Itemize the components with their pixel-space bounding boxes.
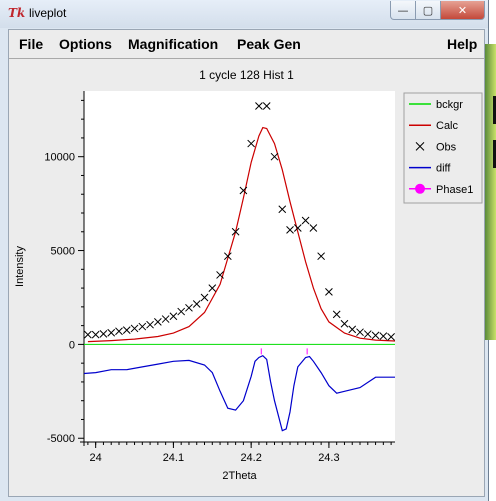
obs-point — [317, 252, 325, 261]
background-window-edge — [485, 44, 496, 340]
obs-point — [216, 271, 224, 279]
obs-point — [325, 287, 333, 296]
close-icon: ✕ — [457, 3, 468, 17]
obs-point — [115, 327, 123, 336]
minimize-icon: — — [397, 3, 409, 17]
obs-point — [262, 102, 271, 110]
obs-point — [348, 325, 357, 334]
obs-point — [270, 152, 279, 161]
obs-point — [379, 332, 388, 340]
menu-options[interactable]: Options — [59, 36, 112, 52]
y-tick-label: 10000 — [44, 152, 75, 164]
obs-point — [371, 331, 380, 340]
background-window-block — [493, 96, 496, 124]
obs-point — [255, 102, 263, 110]
menu-file[interactable]: File — [19, 36, 44, 52]
menu-bar: File Options Magnification Peak Gen Help — [9, 30, 484, 59]
tk-logo-icon: Tk — [8, 6, 26, 20]
legend-swatch-marker — [415, 183, 425, 194]
x-axis-label: 2Theta — [222, 470, 257, 482]
obs-point — [356, 328, 364, 337]
maximize-button[interactable]: ▢ — [415, 1, 441, 20]
obs-point — [122, 326, 131, 334]
obs-point — [169, 312, 178, 321]
y-tick-label: -5000 — [47, 433, 75, 445]
obs-point — [301, 216, 310, 225]
obs-point — [177, 307, 186, 316]
obs-point — [208, 284, 217, 292]
obs-point — [146, 320, 154, 329]
chart[interactable]: -5000 0 5000 10000 24 24.1 24.2 24.3 2Theta Int… — [9, 60, 484, 496]
legend-box — [403, 92, 483, 204]
legend-label: bckgr — [436, 99, 463, 111]
legend-label: Calc — [436, 120, 459, 132]
obs-series — [84, 102, 395, 341]
legend-label: Phase1 — [436, 184, 473, 196]
legend-label: Obs — [436, 141, 457, 153]
obs-point — [200, 293, 209, 302]
obs-point — [293, 224, 302, 232]
minimize-button[interactable]: — — [390, 1, 416, 20]
obs-point — [363, 330, 372, 338]
legend-swatch — [415, 142, 425, 151]
obs-point — [309, 224, 318, 232]
obs-point — [138, 322, 147, 331]
background-window-block — [493, 140, 496, 168]
menu-peak-gen[interactable]: Peak Gen — [237, 36, 301, 52]
y-tick-label: 5000 — [51, 246, 75, 258]
obs-point — [107, 328, 116, 337]
y-tick-label: 0 — [69, 339, 75, 351]
calc-line — [87, 126, 396, 343]
obs-point — [387, 333, 395, 341]
phase1-series — [260, 348, 308, 355]
calc-series — [87, 126, 396, 343]
obs-point — [130, 324, 139, 333]
chart-title: 1 cycle 128 Hist 1 — [199, 68, 294, 82]
menu-magnification[interactable]: Magnification — [128, 36, 219, 52]
menu-help[interactable]: Help — [447, 36, 478, 52]
obs-point — [161, 315, 170, 323]
x-tick-label: 24 — [90, 452, 102, 464]
diff-line — [83, 354, 395, 432]
window-title: liveplot — [29, 6, 67, 20]
legend-label: diff — [436, 163, 451, 175]
obs-point — [231, 227, 240, 236]
close-button[interactable]: ✕ — [440, 1, 485, 20]
obs-point — [154, 318, 162, 326]
plot-background — [84, 91, 395, 442]
legend: bckgr Calc Obs diff Phase1 — [403, 92, 483, 204]
obs-point — [340, 319, 349, 328]
obs-point — [185, 303, 193, 312]
obs-point — [223, 252, 232, 261]
obs-point — [192, 300, 201, 308]
x-tick-label: 24.3 — [318, 452, 339, 464]
obs-point — [332, 310, 341, 319]
axes: -5000 0 5000 10000 24 24.1 24.2 24.3 — [44, 91, 395, 464]
obs-point — [247, 139, 256, 148]
maximize-icon: ▢ — [422, 3, 434, 17]
title-bar[interactable]: Tk liveplot — ▢ ✕ — [0, 0, 488, 28]
plot-area: 1 cycle 128 Hist 1 -5000 0 5000 10000 24 24.1… — [9, 60, 484, 496]
obs-point — [286, 226, 294, 234]
x-tick-label: 24.2 — [240, 452, 261, 464]
obs-point — [278, 205, 287, 214]
y-axis-label: Intensity — [14, 246, 26, 287]
obs-point — [91, 330, 100, 339]
obs-point — [239, 186, 248, 195]
client-area: File Options Magnification Peak Gen Help… — [8, 29, 485, 497]
obs-point — [99, 330, 108, 338]
obs-point — [84, 330, 92, 339]
diff-series — [83, 354, 395, 432]
x-tick-label: 24.1 — [163, 452, 184, 464]
